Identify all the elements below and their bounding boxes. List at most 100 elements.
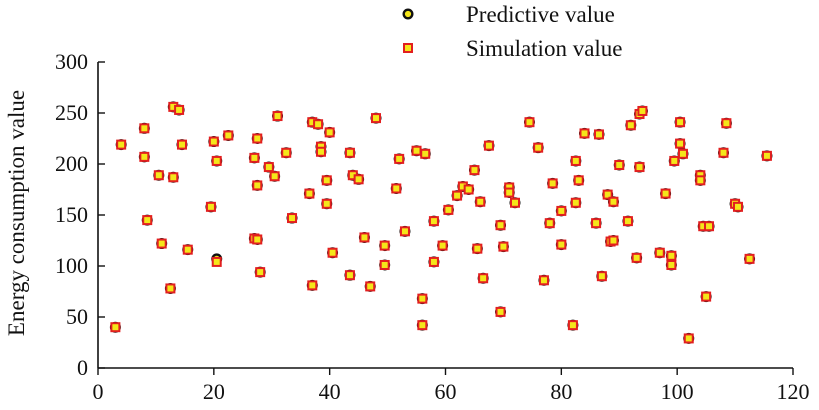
simulation-point xyxy=(556,205,567,216)
simulation-point xyxy=(281,147,292,158)
simulation-point xyxy=(504,187,515,198)
simulation-point xyxy=(718,147,729,158)
simulation-point xyxy=(567,320,578,331)
legend-label: Predictive value xyxy=(466,2,615,27)
simulation-point xyxy=(116,139,127,150)
y-axis-label: Energy consumption value xyxy=(4,90,29,336)
simulation-point xyxy=(252,133,263,144)
simulation-point xyxy=(139,123,150,134)
simulation-point xyxy=(608,196,619,207)
simulation-point xyxy=(608,235,619,246)
simulation-point xyxy=(463,184,474,195)
y-tick-label: 300 xyxy=(55,49,88,74)
simulation-point xyxy=(631,252,642,263)
simulation-point xyxy=(573,175,584,186)
simulation-point xyxy=(544,218,555,229)
simulation-point xyxy=(675,117,686,128)
simulation-point xyxy=(660,188,671,199)
x-tick-label: 60 xyxy=(435,379,457,404)
simulation-point xyxy=(452,190,463,201)
simulation-point xyxy=(327,247,338,258)
simulation-point xyxy=(704,221,715,232)
simulation-point xyxy=(524,117,535,128)
simulation-point xyxy=(669,155,680,166)
simulation-point xyxy=(287,213,298,224)
simulation-point xyxy=(417,320,428,331)
simulation-point xyxy=(677,148,688,159)
simulation-point xyxy=(411,145,422,156)
simulation-point xyxy=(483,140,494,151)
simulation-point xyxy=(344,270,355,281)
simulation-point xyxy=(417,293,428,304)
y-tick-label: 100 xyxy=(55,253,88,278)
simulation-point xyxy=(353,174,364,185)
simulation-point xyxy=(570,155,581,166)
simulation-point xyxy=(570,197,581,208)
simulation-point xyxy=(263,162,274,173)
legend-marker-predictive xyxy=(402,8,414,20)
simulation-point xyxy=(420,148,431,159)
simulation-point xyxy=(495,220,506,231)
legend-label: Simulation value xyxy=(466,36,623,61)
simulation-point xyxy=(744,253,755,264)
simulation-point xyxy=(475,196,486,207)
simulation-point xyxy=(307,280,318,291)
simulation-point xyxy=(379,240,390,251)
y-tick-label: 50 xyxy=(66,304,88,329)
x-tick-label: 120 xyxy=(777,379,810,404)
x-tick-label: 100 xyxy=(661,379,694,404)
simulation-point xyxy=(622,216,633,227)
simulation-point xyxy=(313,119,324,130)
simulation-point xyxy=(211,155,222,166)
simulation-point xyxy=(321,198,332,209)
simulation-point xyxy=(437,240,448,251)
simulation-point xyxy=(321,175,332,186)
x-tick-label: 40 xyxy=(319,379,341,404)
simulation-point xyxy=(371,113,381,124)
simulation-point xyxy=(153,170,164,181)
y-tick-label: 250 xyxy=(55,100,88,125)
simulation-point xyxy=(139,151,150,162)
simulation-point xyxy=(249,152,260,163)
simulation-point xyxy=(538,275,549,286)
simulation-point xyxy=(399,226,410,237)
simulation-point xyxy=(625,120,636,131)
simulation-point xyxy=(498,241,509,252)
simulation-point xyxy=(269,171,280,182)
simulation-point xyxy=(701,291,712,302)
simulation-point xyxy=(255,267,266,278)
simulation-point xyxy=(634,162,645,173)
simulation-point xyxy=(223,130,234,141)
simulation-point xyxy=(732,201,743,212)
simulation-point xyxy=(304,188,315,199)
simulation-point xyxy=(533,142,544,153)
simulation-point xyxy=(365,281,376,292)
x-tick-label: 80 xyxy=(550,379,572,404)
simulation-point xyxy=(443,204,454,215)
simulation-point xyxy=(654,247,665,258)
simulation-point xyxy=(596,271,607,282)
simulation-point xyxy=(428,256,439,267)
simulation-point xyxy=(211,256,222,267)
simulation-point xyxy=(666,259,677,270)
simulation-point xyxy=(391,183,402,194)
simulation-point xyxy=(721,118,732,129)
y-tick-label: 0 xyxy=(77,355,88,380)
simulation-point xyxy=(614,160,625,171)
simulation-point xyxy=(176,139,187,150)
simulation-point xyxy=(315,146,326,157)
simulation-point xyxy=(359,232,370,243)
simulation-point xyxy=(666,250,677,261)
simulation-point xyxy=(110,322,121,333)
simulation-point xyxy=(547,178,558,189)
simulation-point xyxy=(428,216,439,227)
series-simulation xyxy=(110,101,772,344)
simulation-point xyxy=(142,215,153,226)
simulation-point xyxy=(478,273,489,284)
simulation-point xyxy=(394,153,405,164)
legend: Predictive value Simulation value xyxy=(402,2,623,61)
simulation-point xyxy=(208,136,219,147)
y-tick-label: 200 xyxy=(55,151,88,176)
tick-labels: 0 50 100 150 200 250 300 0 20 40 60 80 100 120 xyxy=(55,49,810,404)
